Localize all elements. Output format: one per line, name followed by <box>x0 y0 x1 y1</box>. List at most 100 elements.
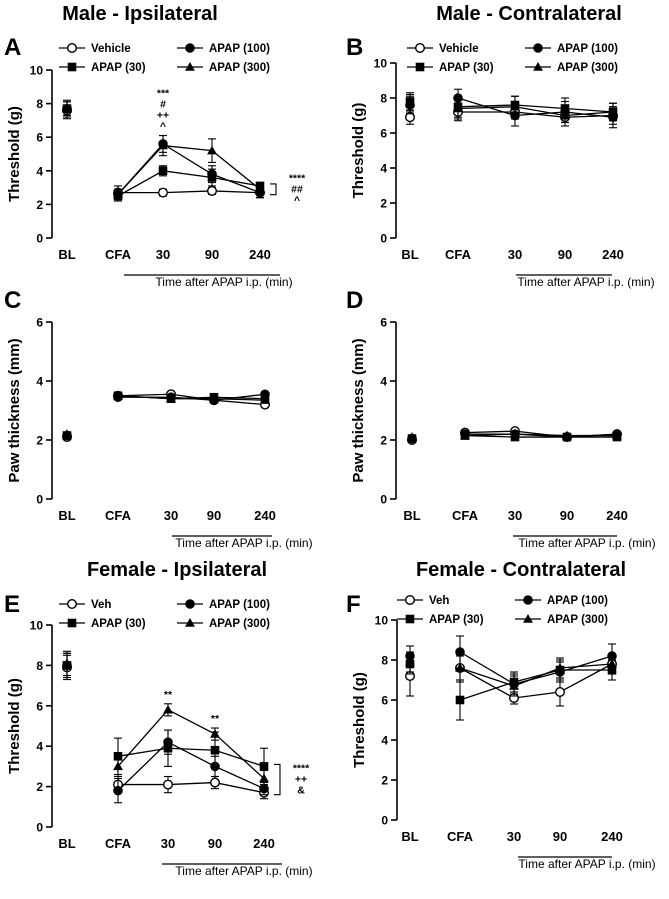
significance-mark: **** <box>293 763 310 775</box>
y-tick-label: 2 <box>36 780 43 794</box>
x-category-label: 90 <box>207 508 221 523</box>
data-point <box>163 704 173 714</box>
legend-marker <box>415 43 426 54</box>
x-category-label: CFA <box>452 508 479 523</box>
y-tick-label: 8 <box>36 97 43 111</box>
significance-mark: ++ <box>295 774 307 786</box>
data-point <box>255 184 265 193</box>
significance-mark: ** <box>164 689 173 701</box>
y-tick-label: 0 <box>381 814 388 828</box>
significance-annotation: ^++#*** <box>157 88 170 133</box>
chart-panel-a: A Male - Ipsilateral 0 2 4 6 8 10 Threshold (g) B… <box>4 3 306 289</box>
data-point <box>113 761 123 771</box>
y-tick-label: 6 <box>36 131 43 145</box>
series-apap-100 <box>62 389 270 441</box>
series-apap-300 <box>62 650 269 788</box>
series-line <box>457 104 614 113</box>
x-category-label: 90 <box>553 829 567 844</box>
series-line <box>117 747 265 768</box>
x-category-label: 30 <box>508 247 522 262</box>
series-line <box>117 393 266 406</box>
legend-marker <box>67 618 77 628</box>
significance-bracket <box>270 183 277 196</box>
data-point <box>162 779 173 790</box>
legend-label: APAP (100) <box>209 43 270 55</box>
x-category-label: 240 <box>606 508 628 523</box>
panel-title: Male - Ipsilateral <box>62 3 218 25</box>
legend-marker <box>523 614 533 623</box>
data-point <box>209 393 219 403</box>
series-line <box>117 709 265 780</box>
x-category-label: BL <box>58 508 75 523</box>
y-tick-label: 0 <box>380 232 387 246</box>
data-point <box>555 687 566 698</box>
data-point <box>113 785 123 796</box>
data-point <box>207 169 217 179</box>
y-tick-label: 6 <box>381 694 388 708</box>
data-point <box>405 657 415 666</box>
y-tick-label: 4 <box>380 162 387 176</box>
significance-mark: **** <box>289 172 306 184</box>
y-axis-label: Threshold (g) <box>351 672 368 768</box>
series-line <box>464 434 617 438</box>
series-line <box>117 144 261 195</box>
significance-annotation: ****++& <box>274 763 310 797</box>
data-point <box>210 729 220 738</box>
panel-letter: D <box>346 287 363 314</box>
data-point <box>166 393 176 403</box>
panel-letter: A <box>4 34 21 61</box>
x-category-label: 90 <box>560 508 574 523</box>
series-line <box>459 651 613 685</box>
y-tick-label: 10 <box>374 57 388 71</box>
x-category-label: 30 <box>156 247 170 262</box>
y-tick-label: 0 <box>36 493 43 507</box>
data-point <box>510 101 520 111</box>
legend: Veh APAP (30) APAP (100) APAP (300) <box>397 595 608 626</box>
x-axis-label: Time after APAP i.p. (min) <box>518 536 655 550</box>
y-tick-label: 6 <box>36 316 43 330</box>
significance-mark: *** <box>157 88 170 100</box>
significance-annotation: ** <box>164 689 173 701</box>
legend: Vehicle APAP (30) APAP (100) APAP (300) <box>59 43 270 74</box>
data-point <box>460 430 470 440</box>
y-tick-label: 2 <box>381 774 388 788</box>
x-category-label: CFA <box>105 508 132 523</box>
y-tick-label: 6 <box>380 316 387 330</box>
data-point <box>113 390 123 400</box>
y-tick-label: 8 <box>381 654 388 668</box>
data-point <box>562 430 572 440</box>
x-category-label: CFA <box>105 836 132 851</box>
x-category-label: 30 <box>161 836 175 851</box>
legend-label: APAP (30) <box>429 614 484 626</box>
legend-marker <box>66 43 77 54</box>
legend-label: APAP (300) <box>547 614 608 626</box>
x-axis-label: Time after APAP i.p. (min) <box>517 275 654 289</box>
data-point <box>259 762 269 771</box>
legend-label: APAP (300) <box>209 618 270 630</box>
y-tick-label: 6 <box>380 127 387 141</box>
y-tick-label: 4 <box>36 375 43 389</box>
data-point <box>206 185 217 196</box>
significance-mark: ++ <box>157 110 169 122</box>
series-line <box>459 669 612 701</box>
series-line <box>118 190 261 194</box>
legend-label: Veh <box>91 599 111 611</box>
series-line <box>118 781 265 794</box>
x-category-label: 30 <box>507 829 521 844</box>
data-point <box>555 663 565 672</box>
x-category-label: 240 <box>249 247 271 262</box>
panel-letter: E <box>4 591 20 618</box>
legend: Veh APAP (30) APAP (100) APAP (300) <box>59 599 270 630</box>
legend-marker <box>67 62 77 72</box>
data-point <box>62 103 72 113</box>
series-line <box>459 663 613 699</box>
significance-annotation: ****##^ <box>270 172 306 206</box>
y-tick-label: 10 <box>375 614 389 628</box>
significance-bracket <box>274 763 281 796</box>
y-tick-label: 6 <box>36 699 43 713</box>
data-point <box>455 647 465 657</box>
y-tick-label: 10 <box>30 619 44 633</box>
y-tick-label: 0 <box>380 493 387 507</box>
y-axis-label: Threshold (g) <box>6 106 23 202</box>
panel-letter: F <box>346 591 361 618</box>
